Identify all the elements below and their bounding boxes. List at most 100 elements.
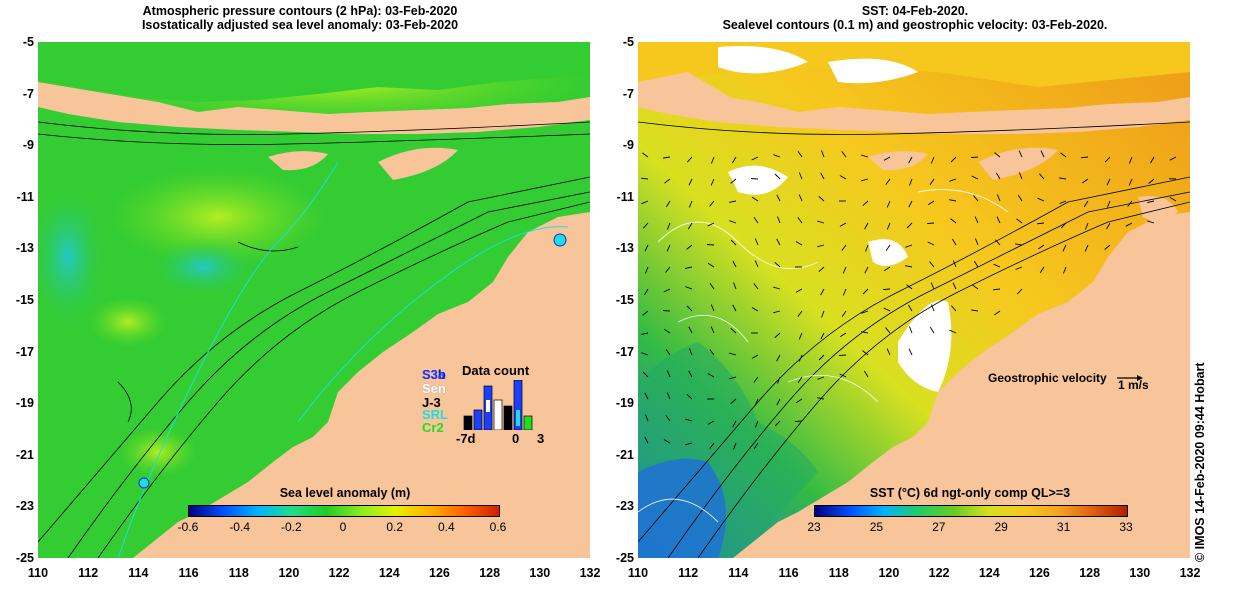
right-colorbar-tick: 29 <box>994 520 1008 534</box>
left-x-tick: 116 <box>178 566 199 580</box>
geostrophic-velocity-arrow <box>706 244 715 246</box>
right-colorbar-tick: 31 <box>1056 520 1071 534</box>
left-y-tick: -13 <box>15 241 34 256</box>
left-x-tick: 120 <box>278 566 300 580</box>
data-count-title: Data count <box>462 363 530 378</box>
geostrophic-velocity-arrow <box>710 304 715 312</box>
geostrophic-velocity-arrow <box>753 216 759 224</box>
right-x-tick: 132 <box>1179 566 1201 580</box>
right-y-tick: -7 <box>622 86 634 101</box>
geostrophic-velocity-arrow <box>753 376 759 383</box>
right-colorbar <box>814 505 1128 517</box>
left-x-tick: 118 <box>228 566 249 580</box>
geostrophic-velocity-arrow <box>798 194 803 202</box>
geostrophic-velocity-arrow <box>905 265 913 268</box>
geostrophic-velocity-arrow <box>1106 222 1111 230</box>
geostrophic-velocity-arrow <box>710 156 715 164</box>
geostrophic-velocity-arrow <box>861 310 869 314</box>
geostrophic-velocity-arrow <box>664 178 671 184</box>
satellite-label: Cr2 <box>422 420 444 435</box>
left-colorbar-tick: 0 <box>339 520 347 534</box>
geostrophic-velocity-arrow <box>952 238 957 246</box>
geostrophic-velocity-arrow <box>818 195 825 202</box>
geostrophic-velocity-arrow <box>689 348 693 356</box>
data-count-axis-label: 0 <box>512 431 520 446</box>
geostrophic-velocity-arrow <box>864 370 869 378</box>
geostrophic-velocity-arrow <box>864 266 869 274</box>
geostrophic-velocity-arrow <box>663 439 671 444</box>
left-colorbar-tick: 0.6 <box>489 520 507 534</box>
geostrophic-velocity-arrow <box>1062 244 1067 252</box>
geostrophic-velocity-arrow <box>688 370 693 378</box>
left-y-tick: -17 <box>15 344 34 359</box>
geostrophic-velocity-arrow <box>666 244 671 252</box>
satellite-label: Sen <box>422 381 446 396</box>
geostrophic-velocity-arrow <box>950 156 957 163</box>
right-x-tick: 130 <box>1129 566 1151 580</box>
geostrophic-velocity-arrow <box>732 156 737 164</box>
left-x-tick: 132 <box>579 566 601 580</box>
geostrophic-velocity-arrow <box>842 288 847 296</box>
geostrophic-velocity-arrow <box>773 286 781 290</box>
geostrophic-velocity-arrow <box>707 222 715 227</box>
geostrophic-velocity-arrow <box>1169 197 1177 202</box>
right-y-tick: -15 <box>615 293 634 307</box>
geostrophic-velocity-arrow <box>1104 244 1111 250</box>
right-y-tick: -5 <box>622 35 634 49</box>
geostrophic-velocity-arrow <box>644 244 649 252</box>
geostrophic-velocity-arrow <box>883 307 891 312</box>
left-y-tick: -19 <box>15 396 34 411</box>
right-title-line1: SST: 04-Feb-2020. <box>861 4 969 18</box>
geostrophic-velocity-arrow <box>908 304 913 312</box>
geostrophic-velocity-arrow <box>729 376 737 380</box>
geostrophic-velocity-arrow <box>886 348 891 356</box>
right-y-tick: -23 <box>615 499 634 514</box>
geostrophic-velocity-arrow <box>841 244 847 251</box>
geostrophic-velocity-arrow <box>1106 178 1111 186</box>
geostrophic-velocity-arrow <box>773 154 781 158</box>
right-colorbar-tick: 33 <box>1119 520 1133 534</box>
geostrophic-velocity-arrow <box>662 310 671 312</box>
geostrophic-velocity-arrow <box>754 398 759 406</box>
geostrophic-velocity-arrow <box>996 216 1001 224</box>
geostrophic-velocity-arrow <box>709 349 715 356</box>
geostrophic-velocity-arrow <box>929 261 935 268</box>
geostrophic-velocity-arrow <box>821 150 825 158</box>
right-y-tick: -9 <box>622 138 634 153</box>
geostrophic-velocity-arrow <box>929 178 935 186</box>
left-colorbar <box>188 505 500 517</box>
geostrophic-velocity-arrow <box>952 282 957 290</box>
geostrophic-velocity-arrow <box>774 420 781 427</box>
geostrophic-velocity-arrow <box>730 327 737 334</box>
left-colorbar-tick: -0.4 <box>229 520 250 534</box>
geostrophic-velocity-arrow <box>1015 266 1023 270</box>
left-y-tick: -11 <box>16 189 34 204</box>
geostrophic-velocity-arrow <box>974 238 979 246</box>
geostrophic-velocity-arrow <box>709 282 715 290</box>
geostrophic-velocity-arrow <box>817 220 825 224</box>
geostrophic-velocity-arrow <box>974 216 979 224</box>
geostrophic-velocity-arrow <box>861 154 869 158</box>
geostrophic-velocity-arrow <box>929 326 935 334</box>
geostrophic-velocity-arrow <box>663 288 671 293</box>
right-y-tick: -11 <box>616 189 634 204</box>
right-x-tick: 114 <box>728 566 749 580</box>
left-y-tick: -25 <box>15 551 34 565</box>
geostrophic-velocity-arrow <box>686 156 693 163</box>
geostrophic-velocity-arrow <box>710 326 715 334</box>
left-y-tick: -15 <box>15 293 34 307</box>
geostrophic-velocity-arrow <box>776 398 781 406</box>
geostrophic-velocity-arrow <box>688 222 693 230</box>
geostrophic-velocity-arrow <box>1148 178 1155 184</box>
geostrophic-velocity-arrow <box>1147 200 1155 204</box>
geostrophic-velocity-arrow <box>794 420 803 423</box>
data-count-inset <box>462 379 540 431</box>
geostrophic-velocity-arrow <box>751 196 759 202</box>
geostrophic-velocity-arrow <box>776 238 781 246</box>
geostrophic-velocity-arrow <box>906 222 913 229</box>
geostrophic-velocity-arrow <box>927 241 935 246</box>
geostrophic-velocity-arrow <box>795 241 803 246</box>
geostrophic-velocity-arrow <box>641 332 649 335</box>
left-x-tick: 110 <box>27 566 49 580</box>
geostrophic-velocity-arrow <box>995 239 1001 246</box>
